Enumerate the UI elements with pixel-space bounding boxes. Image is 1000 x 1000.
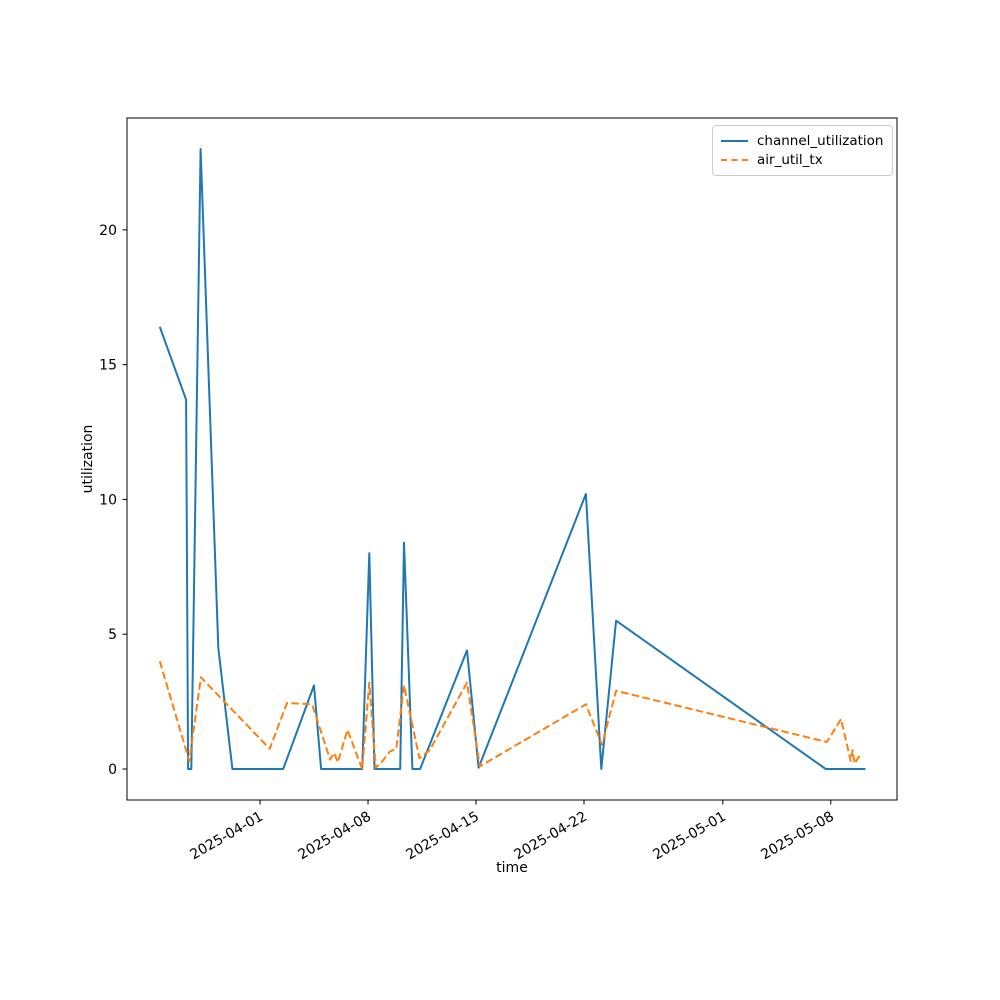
legend: channel_utilization air_util_tx: [712, 125, 893, 176]
y-tick-label: 10: [99, 492, 117, 508]
x-tick-label: 2025-05-01: [650, 809, 728, 864]
y-tick-label: 5: [108, 627, 117, 643]
y-tick-label: 0: [108, 762, 117, 778]
x-tick-label: 2025-05-08: [758, 809, 836, 864]
legend-item-channel-utilization: channel_utilization: [721, 131, 884, 151]
legend-label: air_util_tx: [757, 152, 823, 169]
x-axis-label: time: [496, 860, 528, 876]
legend-sample-line-solid: [721, 139, 748, 142]
series-channel-utilization-line: [158, 148, 866, 770]
x-tick-label: 2025-04-22: [512, 809, 590, 864]
legend-sample-line-dashed: [721, 159, 748, 162]
x-tick-label: 2025-04-08: [296, 809, 374, 864]
legend-label: channel_utilization: [757, 132, 884, 149]
x-tick-label: 2025-04-01: [188, 809, 266, 864]
x-tick-label: 2025-04-15: [404, 809, 482, 864]
legend-item-air-util-tx: air_util_tx: [721, 151, 884, 171]
y-tick-label: 20: [99, 223, 117, 239]
plot-area-border: [126, 117, 898, 801]
y-tick-label: 15: [99, 358, 117, 374]
y-axis-label: utilization: [80, 424, 96, 494]
series-air-util-tx-line: [158, 660, 861, 770]
